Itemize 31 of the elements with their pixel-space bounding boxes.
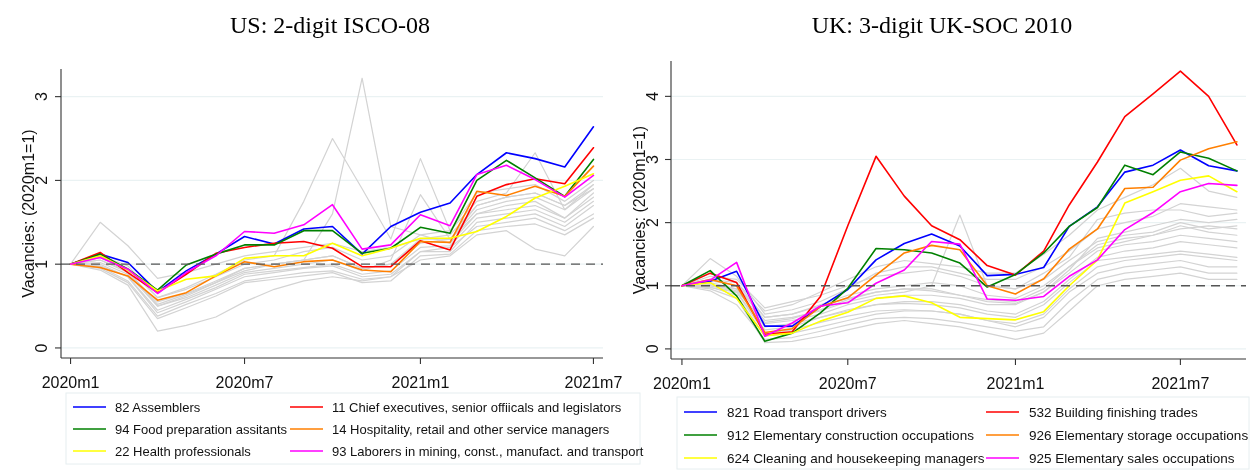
legend-label: 925 Elementary sales occupations bbox=[1029, 450, 1235, 466]
y-tick-label: 0 bbox=[644, 344, 661, 354]
x-tick-label: 2021m7 bbox=[1151, 375, 1210, 392]
x-tick-label: 2020m7 bbox=[215, 374, 274, 391]
chart-title: UK: 3-digit UK-SOC 2010 bbox=[811, 12, 1073, 38]
chart-title: US: 2-digit ISCO-08 bbox=[229, 12, 431, 38]
y-tick-label: 3 bbox=[33, 92, 50, 102]
y-tick-label: 1 bbox=[33, 259, 50, 269]
legend-label: 94 Food preparation assitants bbox=[115, 421, 288, 437]
legend-label: 532 Building finishing trades bbox=[1029, 404, 1199, 420]
legend-label: 912 Elementary construction occupations bbox=[727, 427, 975, 443]
y-tick-label: 1 bbox=[644, 281, 661, 291]
x-tick-label: 2021m1 bbox=[391, 374, 450, 391]
legend-label: 926 Elementary storage occupations bbox=[1029, 427, 1249, 443]
y-tick-label: 3 bbox=[644, 154, 661, 164]
legend-label: 624 Cleaning and housekeeping managers bbox=[727, 450, 985, 466]
legend-label: 821 Road transport drivers bbox=[727, 404, 888, 420]
x-tick-label: 2020m1 bbox=[653, 375, 711, 392]
legend-label: 82 Assemblers bbox=[115, 399, 201, 415]
x-tick-label: 2021m7 bbox=[564, 374, 623, 391]
y-tick-label: 4 bbox=[644, 91, 661, 101]
x-tick-label: 2020m1 bbox=[41, 374, 100, 391]
legend-label: 93 Laborers in mining, const., manufact. and transport bbox=[332, 443, 644, 459]
legend-label: 14 Hospitality, retail and other service managers bbox=[332, 421, 610, 437]
y-tick-label: 2 bbox=[644, 218, 661, 228]
x-tick-label: 2021m1 bbox=[986, 375, 1045, 392]
y-tick-label: 2 bbox=[33, 175, 50, 185]
x-tick-label: 2020m7 bbox=[818, 375, 877, 392]
legend-label: 11 Chief executives, senior offiicals and legislators bbox=[332, 399, 622, 415]
legend-label: 22 Health professionals bbox=[115, 443, 252, 459]
y-tick-label: 0 bbox=[33, 343, 50, 353]
